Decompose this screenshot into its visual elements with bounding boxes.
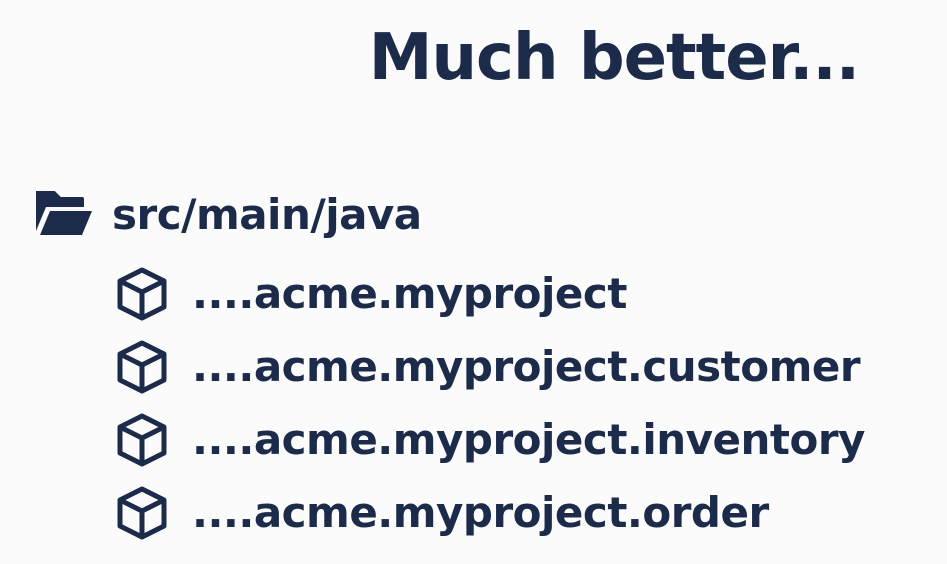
package-cube-icon [117, 267, 167, 320]
package-item: ....acme.myproject.order [114, 476, 865, 549]
package-label: ....acme.myproject.order [192, 488, 769, 537]
package-cube-icon [117, 413, 167, 466]
package-list: ....acme.myproject ....acme.myproject.cu… [114, 257, 865, 549]
package-cube-icon [117, 486, 167, 539]
package-cube-icon [117, 340, 167, 393]
folder-open-icon [36, 191, 92, 235]
package-item: ....acme.myproject.inventory [114, 403, 865, 476]
package-label: ....acme.myproject [192, 269, 627, 318]
package-item: ....acme.myproject.customer [114, 330, 865, 403]
package-label: ....acme.myproject.inventory [192, 415, 865, 464]
package-item: ....acme.myproject [114, 257, 865, 330]
slide-title: Much better... [368, 21, 860, 95]
tree-root-label: src/main/java [112, 189, 422, 239]
tree-root: src/main/java [32, 186, 422, 242]
package-label: ....acme.myproject.customer [192, 342, 861, 391]
